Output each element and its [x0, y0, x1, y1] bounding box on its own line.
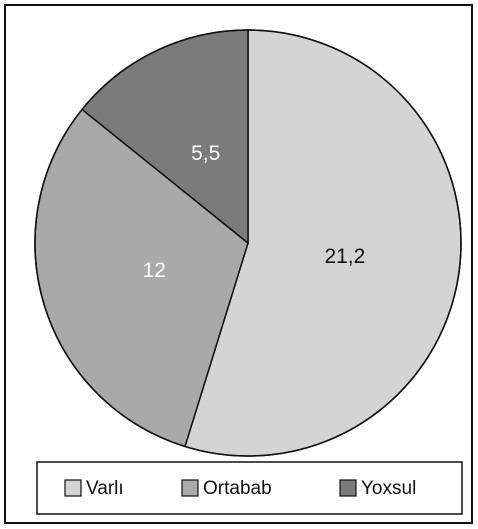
legend-label: Varlı — [86, 478, 124, 499]
legend-label: Ortabab — [203, 478, 272, 499]
legend-swatch — [181, 479, 199, 497]
pie-outline — [34, 29, 462, 457]
legend-swatch — [339, 479, 357, 497]
legend-box — [36, 461, 463, 515]
slice-label: 12 — [143, 259, 166, 282]
slice-label: 21,2 — [324, 245, 365, 268]
slice-label: 5,5 — [191, 142, 220, 165]
legend-label: Yoxsul — [361, 478, 416, 499]
legend-swatch — [64, 479, 82, 497]
